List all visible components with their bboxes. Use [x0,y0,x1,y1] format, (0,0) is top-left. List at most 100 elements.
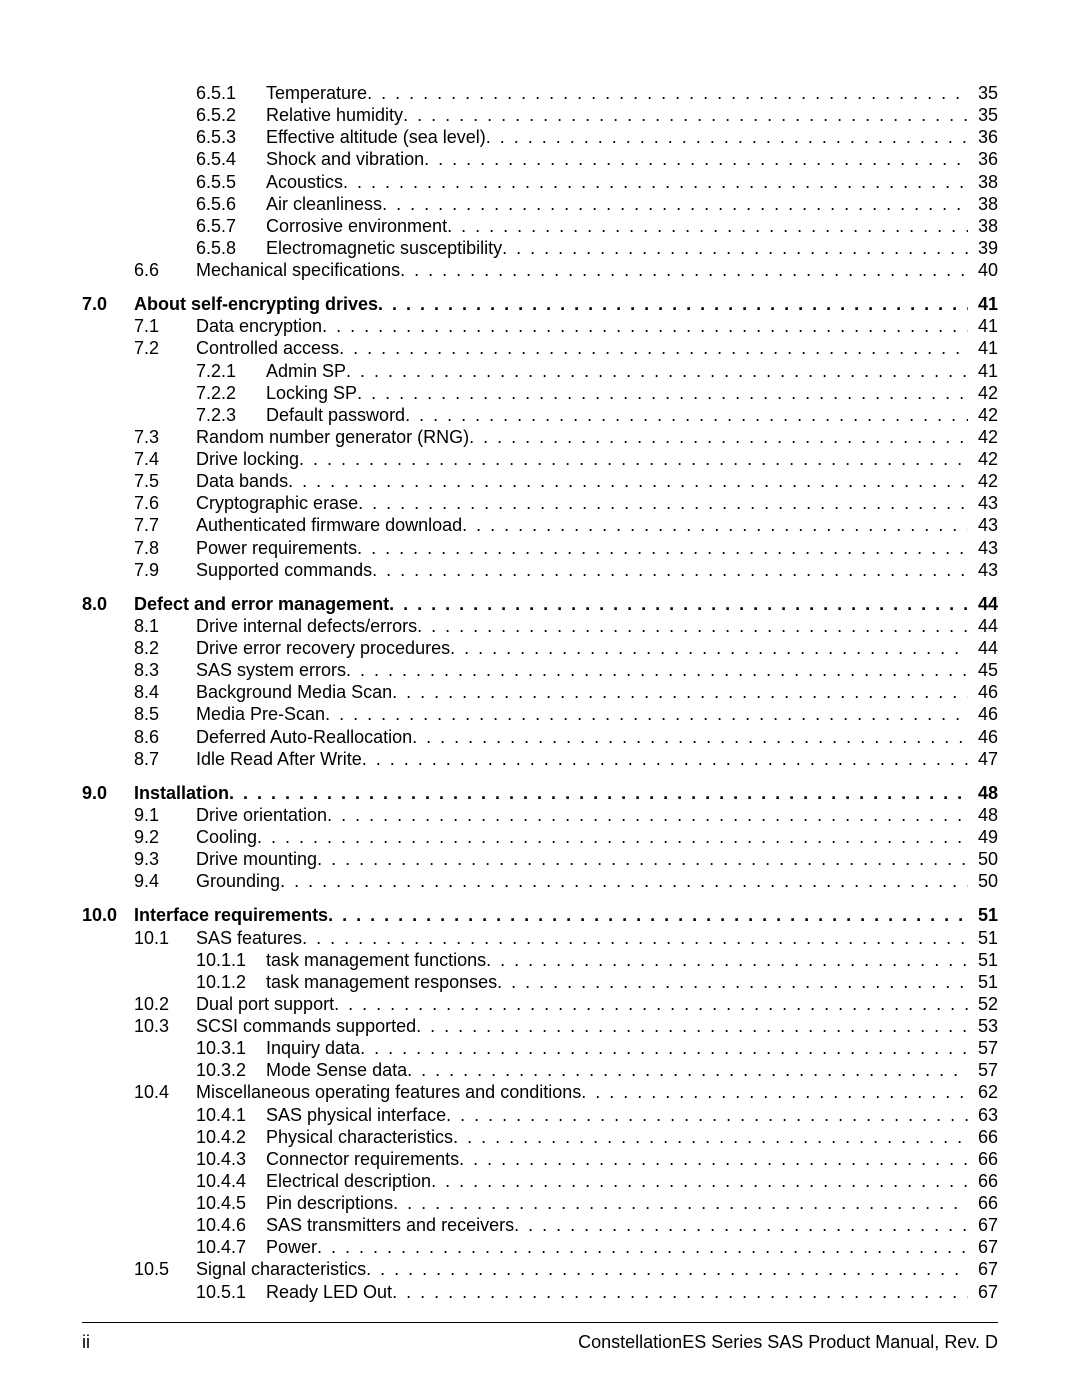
toc-leader [405,404,968,426]
toc-leader [416,1015,968,1037]
toc-title: Drive locking [196,448,299,470]
toc-subsection-number: 10.5 [134,1258,196,1280]
toc-page-number: 42 [968,426,998,448]
toc-entry: 9.1Drive orientation48 [82,804,998,826]
toc-entry: 10.2Dual port support 52 [82,993,998,1015]
toc-subsubsection-number: 6.5.2 [196,104,266,126]
toc-entry: 8.3SAS system errors 45 [82,659,998,681]
toc-subsubsection-number: 10.4.1 [196,1104,266,1126]
toc-title: Signal characteristics [196,1258,366,1280]
toc-section-number: 7.0 [82,293,134,315]
toc-page-number: 44 [968,593,998,615]
toc-leader [486,126,968,148]
toc-subsection-number: 8.4 [134,681,196,703]
toc-subsubsection-number: 10.4.3 [196,1148,266,1170]
toc-leader [325,703,968,725]
toc-page-number: 50 [968,870,998,892]
toc-title: Media Pre-Scan [196,703,325,725]
toc-page-number: 36 [968,126,998,148]
toc-subsection-number: 8.5 [134,703,196,725]
toc-entry: 10.3SCSI commands supported 53 [82,1015,998,1037]
toc-entry: 7.3Random number generator (RNG)42 [82,426,998,448]
toc-page-number: 39 [968,237,998,259]
toc-leader [497,971,968,993]
toc-subsubsection-number: 6.5.8 [196,237,266,259]
toc-leader [372,559,968,581]
toc-entry: 6.5.3Effective altitude (sea level) 36 [82,126,998,148]
toc-title: Cooling [196,826,257,848]
footer: ii ConstellationES Series SAS Product Ma… [82,1332,998,1353]
toc-page-number: 43 [968,514,998,536]
toc-leader [462,514,968,536]
toc-subsubsection-number: 6.5.1 [196,82,266,104]
toc-subsection-number: 7.9 [134,559,196,581]
toc-leader [317,848,968,870]
toc-title: Electrical description [266,1170,431,1192]
toc-leader [581,1081,968,1103]
toc-entry: 8.5Media Pre-Scan 46 [82,703,998,725]
toc-title: task management functions [266,949,486,971]
toc-entry: 8.1Drive internal defects/errors 44 [82,615,998,637]
toc-entry: 10.4.3Connector requirements 66 [82,1148,998,1170]
toc-entry: 6.5.6Air cleanliness 38 [82,193,998,215]
toc-leader [392,1281,968,1303]
toc-entry: 10.5Signal characteristics 67 [82,1258,998,1280]
toc-entry: 6.6Mechanical specifications 40 [82,259,998,281]
toc-title: Cryptographic erase [196,492,358,514]
toc-title: Interface requirements [134,904,328,926]
toc-title: Miscellaneous operating features and con… [196,1081,581,1103]
toc-leader [358,492,968,514]
toc-subsubsection-number: 6.5.3 [196,126,266,148]
toc-entry: 9.4Grounding 50 [82,870,998,892]
toc-entry: 7.7Authenticated firmware download 43 [82,514,998,536]
toc-leader [514,1214,968,1236]
toc-leader [382,193,968,215]
toc-title: Pin descriptions [266,1192,393,1214]
toc-subsubsection-number: 7.2.1 [196,360,266,382]
toc-title: SCSI commands supported [196,1015,416,1037]
toc-entry: 8.4Background Media Scan 46 [82,681,998,703]
toc-page-number: 42 [968,404,998,426]
toc-subsection-number: 9.2 [134,826,196,848]
toc-title: Drive internal defects/errors [196,615,417,637]
toc-entry: 7.9Supported commands 43 [82,559,998,581]
toc-page-number: 52 [968,993,998,1015]
toc-title: Relative humidity [266,104,403,126]
toc-subsection-number: 7.6 [134,492,196,514]
toc-entry: 8.6Deferred Auto-Reallocation 46 [82,726,998,748]
toc-title: Background Media Scan [196,681,392,703]
toc-page-number: 46 [968,681,998,703]
toc-title: Controlled access [196,337,339,359]
toc-page-number: 35 [968,82,998,104]
toc-entry: 7.0About self-encrypting drives 41 [82,293,998,315]
table-of-contents: 6.5.1Temperature 35 6.5.2Relative humidity… [82,82,998,1303]
toc-title: Data bands [196,470,288,492]
toc-section-number: 10.0 [82,904,134,926]
toc-page-number: 41 [968,315,998,337]
toc-page-number: 48 [968,782,998,804]
toc-leader [431,1170,968,1192]
toc-page-number: 43 [968,492,998,514]
toc-subsubsection-number: 6.5.7 [196,215,266,237]
toc-page-number: 46 [968,726,998,748]
toc-subsubsection-number: 10.1.2 [196,971,266,993]
toc-title: Drive error recovery procedures [196,637,450,659]
toc-title: Temperature [266,82,367,104]
toc-title: Mode Sense data [266,1059,407,1081]
toc-leader [343,171,968,193]
footer-page-number: ii [82,1332,90,1353]
toc-title: Shock and vibration [266,148,424,170]
toc-title: Defect and error management [134,593,389,615]
toc-entry: 7.2.3Default password 42 [82,404,998,426]
toc-title: Connector requirements [266,1148,459,1170]
toc-leader [389,593,968,615]
toc-subsubsection-number: 6.5.6 [196,193,266,215]
toc-entry: 7.1Data encryption 41 [82,315,998,337]
toc-page-number: 51 [968,971,998,993]
toc-subsection-number: 7.4 [134,448,196,470]
toc-subsection-number: 7.8 [134,537,196,559]
toc-page-number: 44 [968,637,998,659]
toc-leader [334,993,968,1015]
toc-page-number: 46 [968,703,998,725]
toc-entry: 9.2Cooling 49 [82,826,998,848]
